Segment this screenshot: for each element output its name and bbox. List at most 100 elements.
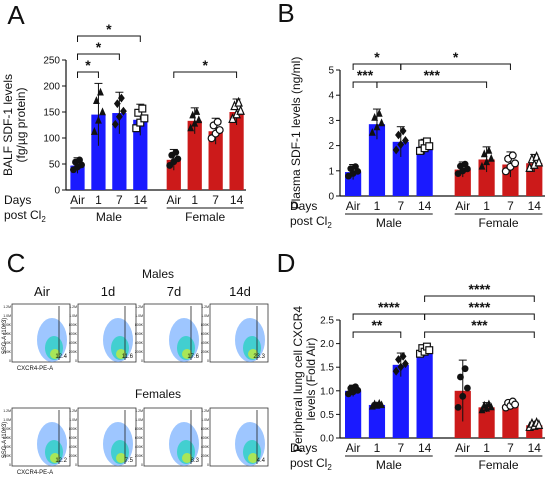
row-label-post-D: post Cl2 xyxy=(290,456,332,472)
y-tick-label-A: 100 xyxy=(43,134,60,145)
y-tick-label-B: 3 xyxy=(328,116,334,127)
x-tick-label-A: 1 xyxy=(95,193,102,207)
x-tick-label-A: 14 xyxy=(134,193,148,207)
sig-label-D: *** xyxy=(471,317,488,333)
data-point-D xyxy=(511,400,520,409)
sig-label-B: * xyxy=(453,49,459,65)
flow-y-tick: 600K xyxy=(201,436,210,440)
data-point-A xyxy=(234,96,243,107)
y-tick-label-A: 250 xyxy=(43,56,60,67)
x-tick-label-B: 14 xyxy=(418,199,432,213)
data-point-B xyxy=(368,127,376,136)
data-point-B xyxy=(354,167,362,175)
flow-plot-0-3: 23.3 1.2M 1.0M 800K 600K 400K 200K 0 xyxy=(201,303,269,363)
bar-B-3 xyxy=(416,146,433,196)
group-label-D: Male xyxy=(376,458,402,472)
flow-y-tick: 0 xyxy=(9,359,11,363)
bar-D-3 xyxy=(416,350,433,438)
x-tick-label-D: 1 xyxy=(374,441,381,455)
flow-y-tick: 600K xyxy=(135,436,144,440)
flow-y-tick: 200K xyxy=(201,350,210,354)
data-point-A xyxy=(228,113,237,124)
flow-plot-0-2: 17.6 1.2M 1.0M 800K 600K 400K 200K 0 xyxy=(135,303,203,363)
flow-y-tick: 600K xyxy=(135,332,144,336)
data-point-D xyxy=(378,400,385,409)
flow-y-tick: 200K xyxy=(69,350,78,354)
flow-y-tick: 1.0M xyxy=(201,418,209,422)
flow-y-tick: 400K xyxy=(201,341,210,345)
panel-letter-A: A xyxy=(7,0,25,30)
sig-label-A: * xyxy=(202,57,208,73)
flow-y-tick: 1.2M xyxy=(69,305,77,309)
x-tick-label-B: 1 xyxy=(374,199,381,213)
flow-y-tick: 200K xyxy=(3,454,12,458)
sig-label-B: * xyxy=(374,49,380,65)
cl-subscript: 2 xyxy=(327,221,332,230)
cl-subscript: 2 xyxy=(327,463,332,472)
data-point-A xyxy=(174,155,182,163)
data-point-A xyxy=(93,96,100,104)
flow-y-tick: 1.0M xyxy=(135,418,143,422)
data-point-A xyxy=(111,119,119,129)
bar-B-2 xyxy=(392,141,409,196)
data-point-A xyxy=(191,118,199,127)
flow-density-core xyxy=(248,349,258,359)
sig-label-A: * xyxy=(96,39,102,55)
x-tick-label-D: 7 xyxy=(507,441,514,455)
flow-y-tick: 0 xyxy=(207,463,209,467)
flow-y-tick: 200K xyxy=(69,454,78,458)
data-point-D xyxy=(354,386,362,394)
y-axis-label-A: BALF SDF-1 levels xyxy=(1,74,15,176)
y-tick-label-B: 0 xyxy=(328,192,334,203)
data-point-B xyxy=(425,142,434,151)
x-tick-label-B: 1 xyxy=(483,199,490,213)
x-tick-label-D: Air xyxy=(455,441,470,455)
data-point-D xyxy=(395,355,402,364)
flow-y-tick: 400K xyxy=(69,445,78,449)
y-tick-label-D: 1.5 xyxy=(320,363,334,374)
data-point-D xyxy=(399,351,407,361)
sig-label-D: **** xyxy=(378,299,400,315)
sig-bracket-D xyxy=(424,295,535,302)
data-point-A xyxy=(140,114,149,123)
x-tick-label-D: 14 xyxy=(528,441,542,455)
data-point-A xyxy=(215,126,224,135)
sig-label-D: **** xyxy=(469,299,491,315)
flow-y-tick: 0 xyxy=(141,359,143,363)
y-tick-label-A: 200 xyxy=(43,82,60,93)
data-point-A xyxy=(97,87,104,96)
data-point-B xyxy=(480,149,488,158)
row-label-post-A: post Cl2 xyxy=(4,208,46,224)
y-tick-label-D: 0.0 xyxy=(320,434,334,445)
data-point-A xyxy=(236,104,245,115)
flow-y-tick: 800K xyxy=(69,427,78,431)
flow-density-core xyxy=(248,453,258,463)
bar-A-2 xyxy=(112,113,127,190)
data-point-A xyxy=(213,117,222,126)
data-point-D xyxy=(534,419,544,429)
sig-bracket-D xyxy=(352,331,402,338)
flow-y-tick: 400K xyxy=(3,445,12,449)
data-point-B xyxy=(378,118,385,127)
sig-bracket-A xyxy=(77,71,99,78)
flow-y-tick: 1.0M xyxy=(69,418,77,422)
flow-gate-percent: 12.2 xyxy=(55,458,67,464)
flow-y-tick: 600K xyxy=(69,436,78,440)
data-point-A xyxy=(118,93,125,103)
flow-y-tick: 1.0M xyxy=(3,418,11,422)
data-point-A xyxy=(95,115,102,124)
data-point-A xyxy=(90,127,98,135)
row-label-days-D: Days xyxy=(290,441,317,455)
y-tick-label-A: 150 xyxy=(43,108,60,119)
cl-subscript: 2 xyxy=(41,215,46,224)
data-point-D xyxy=(459,392,467,400)
data-point-A xyxy=(193,107,201,115)
flow-y-tick: 200K xyxy=(201,454,210,458)
data-point-B xyxy=(478,161,486,170)
data-point-B xyxy=(511,159,520,168)
x-tick-label-B: 14 xyxy=(528,199,542,213)
males-title: Males xyxy=(142,267,174,281)
flow-y-tick: 1.0M xyxy=(69,314,77,318)
flow-y-tick: 0 xyxy=(75,463,77,467)
